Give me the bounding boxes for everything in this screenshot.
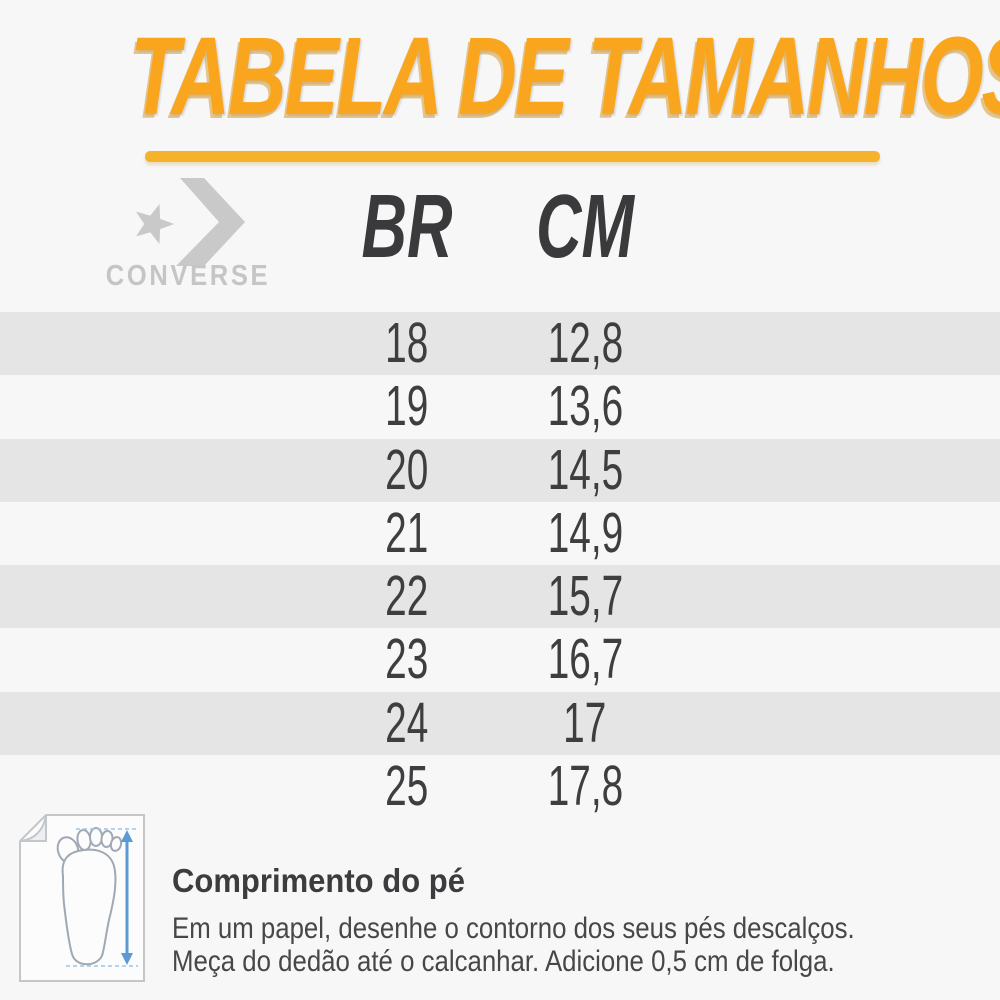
size-table: 18 12,8 19 13,6 20 14,5 21 14,9 22 15,7 … xyxy=(0,311,1000,819)
cm-size-cell: 14,9 xyxy=(547,500,623,565)
column-header-cm: CM xyxy=(536,177,634,277)
instructions-line-1: Em um papel, desenhe o contorno dos seus… xyxy=(172,912,855,945)
br-size-cell: 18 xyxy=(385,311,429,375)
br-size-cell: 19 xyxy=(385,374,429,439)
table-row: 22 15,7 xyxy=(0,564,1000,629)
table-row: 18 12,8 xyxy=(0,311,1000,376)
converse-star-chevron-icon xyxy=(135,178,245,266)
instructions-heading: Comprimento do pé xyxy=(172,862,465,899)
br-size-cell: 22 xyxy=(385,564,429,629)
table-row: 23 16,7 xyxy=(0,627,1000,692)
br-size-cell: 24 xyxy=(385,690,429,755)
table-header: BR CM xyxy=(0,177,1000,277)
table-row: 20 14,5 xyxy=(0,437,1000,502)
cm-size-cell: 12,8 xyxy=(547,311,623,375)
br-size-cell: 23 xyxy=(385,627,429,692)
br-size-cell: 20 xyxy=(385,437,429,502)
measure-instructions: Comprimento do pé Em um papel, desenhe o… xyxy=(172,862,992,978)
foot-measure-icon xyxy=(19,814,145,982)
cm-size-cell: 16,7 xyxy=(547,627,623,692)
table-row: 21 14,9 xyxy=(0,500,1000,565)
br-size-cell: 21 xyxy=(385,500,429,565)
cm-size-cell: 17,8 xyxy=(547,754,623,819)
table-row: 25 17,8 xyxy=(0,754,1000,819)
cm-size-cell: 14,5 xyxy=(547,437,623,502)
brand-name: CONVERSE xyxy=(105,260,271,292)
column-header-br: BR xyxy=(361,177,453,277)
page-title: TABELA DE TAMANHOS xyxy=(130,15,1000,138)
cm-size-cell: 13,6 xyxy=(547,374,623,439)
title-divider xyxy=(145,151,880,162)
instructions-line-2: Meça do dedão até o calcanhar. Adicione … xyxy=(172,945,835,978)
table-row: 24 17 xyxy=(0,690,1000,756)
br-size-cell: 25 xyxy=(385,754,429,819)
table-row: 19 13,6 xyxy=(0,374,1000,439)
cm-size-cell: 15,7 xyxy=(547,564,623,629)
cm-size-cell: 17 xyxy=(563,690,607,755)
